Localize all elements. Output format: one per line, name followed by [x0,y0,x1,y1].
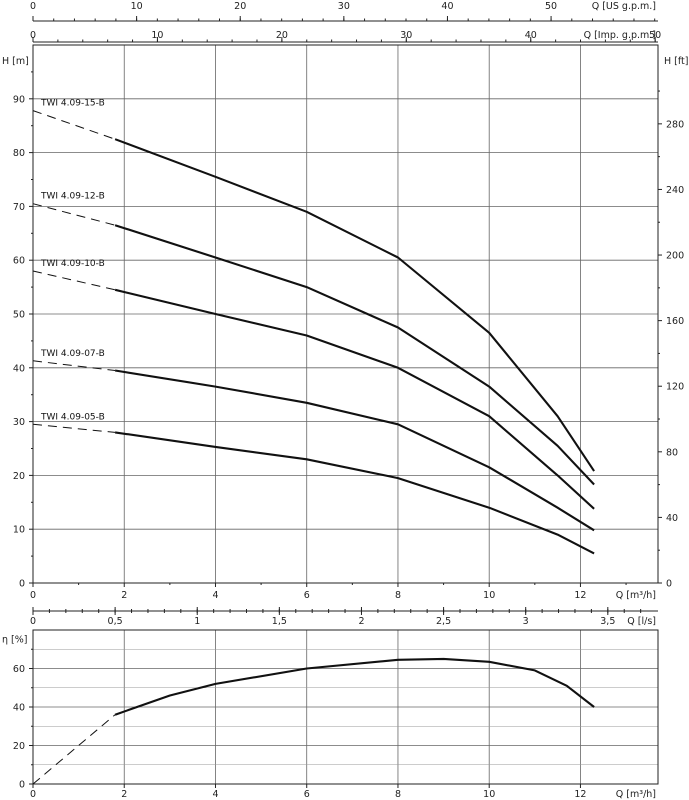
h-ft-tick-label: 160 [666,316,684,327]
h-m-tick-label: 40 [13,363,25,374]
eta-q-tick-label: 4 [212,789,218,800]
head-curve-extrapolation [32,203,116,226]
us-gpm-tick-label: 10 [131,1,143,12]
ls-tick-label: 0,5 [108,616,123,627]
imp-gpm-tick-label: 0 [30,30,36,41]
ls-tick-label: 1,5 [272,616,287,627]
us-gpm-axis-label: Q [US g.p.m.] [592,1,656,12]
ls-axis-label: Q [l/s] [627,616,656,627]
eta-q-tick-label: 0 [30,789,36,800]
h-ft-tick-label: 240 [666,185,684,196]
h-m-tick-label: 60 [13,256,25,267]
eta-q-tick-label: 6 [304,789,310,800]
ls-tick-label: 3,5 [600,616,615,627]
q-m3h-tick-label: 2 [121,590,127,601]
ls-flow-axis: 0 0,5 1 1,5 2 2,5 3 3,5 Q [l/s] [30,607,658,627]
q-m3h-tick-label: 6 [304,590,310,601]
h-ft-tick-label: 280 [666,119,684,130]
imp-gpm-tick-label: 30 [400,30,412,41]
us-gpm-tick-label: 40 [441,1,453,12]
h-m-tick-label: 90 [13,94,25,105]
us-gpm-tick-label: 50 [545,1,557,12]
h-m-tick-label: 10 [13,525,25,536]
h-m-tick-label: 50 [13,310,25,321]
eta-tick-label: 60 [13,664,25,675]
h-m-tick-label: 0 [19,579,25,590]
h-ft-tick-label: 0 [666,579,672,590]
head-curve-label: TWI 4.09-05-B [40,412,105,422]
head-curve-line [114,431,595,555]
q-m3h-tick-label: 4 [212,590,218,601]
ls-tick-label: 2 [358,616,364,627]
efficiency-curve-extrapolation [32,714,116,785]
imp-gpm-tick-label: 20 [276,30,288,41]
head-curve-label: TWI 4.09-12-B [40,192,105,202]
head-curve-line [114,369,595,532]
eta-q-tick-label: 12 [574,789,586,800]
top-flow-axes: 0 10 20 30 40 50 Q [US g.p.m.]0 10 20 30 40 50Q [Im… [30,1,661,43]
head-curve-label: TWI 4.09-07-B [40,349,105,359]
eta-q-tick-label: 8 [395,789,401,800]
efficiency-curve-line [114,657,595,716]
head-curve-extrapolation [32,360,116,371]
h-ft-tick-label: 80 [666,447,678,458]
us-gpm-tick-label: 0 [30,1,36,12]
h-ft-tick-label: 120 [666,382,684,393]
efficiency-panel: 0 20 40 60 η [%] 0 2 4 6 8 10 12 Q [m³/h] [2,629,659,800]
q-m3h-tick-label: 0 [30,590,36,601]
us-gpm-tick-label: 20 [234,1,246,12]
ls-tick-label: 0 [30,616,36,627]
head-curve-extrapolation [32,423,116,433]
h-ft-axis-label: H [ft] [664,56,688,67]
head-curve-line [114,138,595,472]
q-m3h-tick-label: 10 [483,590,495,601]
head-curve-label: TWI 4.09-10-B [40,259,105,269]
eta-q-tick-label: 10 [483,789,495,800]
eta-q-tick-label: 2 [121,789,127,800]
imp-gpm-tick-label: 40 [525,30,537,41]
h-m-tick-label: 70 [13,202,25,213]
h-ft-tick-label: 200 [666,251,684,262]
imp-gpm-tick-label: 10 [151,30,163,41]
q-m3h-tick-label: 12 [574,590,586,601]
q-m3h-tick-label: 8 [395,590,401,601]
h-m-tick-label: 20 [13,471,25,482]
h-ft-tick-label: 40 [666,513,678,524]
eta-axis-label: η [%] [2,635,27,646]
q-m3h-axis-label: Q [m³/h] [616,590,656,601]
h-m-axis-label: H [m] [2,56,29,67]
ls-tick-label: 1 [194,616,200,627]
eta-q-axis-label: Q [m³/h] [616,789,656,800]
imp-gpm-tick-label: 50 [649,30,661,41]
head-curve-extrapolation [32,110,116,140]
ls-tick-label: 2,5 [436,616,451,627]
eta-tick-label: 0 [19,780,25,791]
h-m-tick-label: 30 [13,417,25,428]
h-m-tick-label: 80 [13,148,25,159]
us-gpm-tick-label: 30 [338,1,350,12]
eta-tick-label: 40 [13,703,25,714]
head-curve-extrapolation [32,270,116,291]
head-curve-line [114,224,595,486]
ls-tick-label: 3 [523,616,529,627]
head-curve-label: TWI 4.09-15-B [40,99,105,109]
eta-tick-label: 20 [13,741,25,752]
imp-gpm-axis-label: Q [Imp. g.p.m.] [584,30,656,41]
head-curve-line [114,288,595,510]
